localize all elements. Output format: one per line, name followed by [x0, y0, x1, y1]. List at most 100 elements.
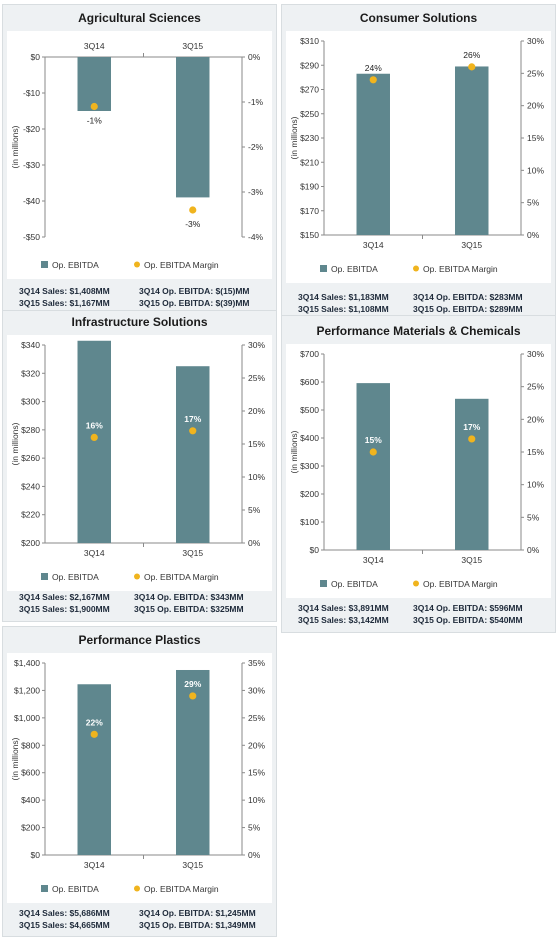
ebitda-notes: 3Q14 Op. EBITDA: $1,245MM 3Q15 Op. EBITD… [139, 907, 256, 931]
data-label: -3% [185, 219, 201, 229]
y2-tick-label: 25% [527, 382, 544, 392]
y2-tick-label: 5% [527, 198, 540, 208]
y2-tick-label: 25% [248, 713, 265, 723]
margin-marker-3q14 [369, 448, 377, 456]
note-3q15-sales: 3Q15 Sales: $1,900MM [19, 604, 110, 614]
data-label: 17% [463, 422, 480, 432]
note-3q15-ebitda: 3Q15 Op. EBITDA: $325MM [134, 604, 244, 614]
y2-tick-label: 15% [248, 768, 265, 778]
margin-marker-3q14 [90, 730, 98, 738]
chart-svg: $0 -$10 -$20 -$30 -$40 -$50 0% -1% -2% -3% -4% (in … [10, 41, 264, 270]
note-3q14-ebitda: 3Q14 Op. EBITDA: $1,245MM [139, 908, 256, 918]
plot-area: $310 $290 $270 $250 $230 $210 $190 $170 $150 30% 2… [286, 31, 551, 283]
chart-title: Performance Materials & Chemicals [316, 324, 521, 338]
plot-area: $1,400 $1,200 $1,000 $800 $600 $400 $200 $0 35% 3… [7, 653, 272, 903]
y-axis-title: (in millions) [10, 737, 20, 780]
legend-marker-label: Op. EBITDA Margin [423, 579, 498, 589]
y2-tick-label: 10% [527, 165, 544, 175]
legend-marker-label: Op. EBITDA Margin [144, 572, 219, 582]
y2-tick-label: 10% [527, 480, 544, 490]
ebitda-notes: 3Q14 Op. EBITDA: $283MM 3Q15 Op. EBITDA:… [413, 291, 523, 315]
y-tick-label: $260 [21, 453, 40, 463]
note-3q14-sales: 3Q14 Sales: $1,408MM [19, 286, 110, 296]
y2-tick-label: 25% [527, 68, 544, 78]
data-label: 26% [463, 50, 480, 60]
y-tick-label: $700 [300, 349, 319, 359]
margin-marker-3q14 [90, 102, 98, 111]
margin-marker-3q15 [189, 206, 197, 214]
bar-3q14 [77, 684, 111, 855]
y-tick-label: $340 [21, 340, 40, 350]
y2-tick-label: 20% [527, 101, 544, 111]
chart-panel-consumer-solutions: Consumer Solutions $310 $290 $270 $250 $230 $… [281, 4, 556, 319]
y2-tick-label: 20% [527, 414, 544, 424]
chart-title: Infrastructure Solutions [71, 315, 208, 329]
bar-3q14 [77, 57, 111, 111]
note-3q14-sales: 3Q14 Sales: $5,686MM [19, 908, 110, 918]
y-tick-label: $220 [21, 510, 40, 520]
y-tick-label: $240 [21, 481, 40, 491]
bar-3q15 [455, 398, 489, 550]
chart-svg: $700 $600 $500 $400 $300 $200 $100 $0 30% 25% 20% 1… [289, 349, 544, 589]
y2-tick-label: 0% [527, 230, 540, 240]
y-tick-label: $270 [300, 85, 319, 95]
y-tick-label: $600 [21, 768, 40, 778]
data-label: 22% [86, 717, 103, 727]
legend-bar-label: Op. EBITDA [52, 260, 99, 270]
y2-tick-label: 30% [527, 349, 544, 359]
x-tick-label: 3Q14 [363, 240, 384, 250]
y2-tick-label: 5% [248, 505, 261, 515]
plot-area: $700 $600 $500 $400 $300 $200 $100 $0 30% 25% 20% 1… [286, 344, 551, 598]
bar-3q14 [356, 383, 390, 550]
sales-notes: 3Q14 Sales: $1,183MM 3Q15 Sales: $1,108M… [298, 291, 389, 315]
x-tick-label: 3Q15 [461, 555, 482, 565]
note-3q15-sales: 3Q15 Sales: $4,665MM [19, 920, 110, 930]
note-3q14-ebitda: 3Q14 Op. EBITDA: $283MM [413, 292, 523, 302]
note-3q14-ebitda: 3Q14 Op. EBITDA: $(15)MM [139, 286, 250, 296]
data-label: 16% [86, 420, 103, 430]
y-tick-label: $0 [31, 52, 41, 62]
x-tick-label: 3Q15 [182, 860, 203, 870]
legend-bar-swatch [41, 885, 48, 892]
y2-tick-label: 0% [248, 538, 261, 548]
y-tick-label: -$20 [23, 124, 40, 134]
note-3q14-ebitda: 3Q14 Op. EBITDA: $343MM [134, 592, 244, 602]
y2-tick-label: 15% [248, 439, 265, 449]
bar-3q15 [455, 66, 489, 236]
y2-tick-label: 0% [248, 850, 261, 860]
plot-area: $340 $320 $300 $280 $260 $240 $220 $200 30% 25% 20… [7, 335, 272, 591]
y-tick-label: $400 [21, 795, 40, 805]
data-label: 29% [184, 679, 201, 689]
y2-tick-label: -2% [248, 142, 264, 152]
note-3q15-ebitda: 3Q15 Op. EBITDA: $1,349MM [139, 920, 256, 930]
note-3q15-sales: 3Q15 Sales: $1,167MM [19, 298, 110, 308]
margin-marker-3q14 [90, 433, 98, 441]
legend-bar-label: Op. EBITDA [52, 884, 99, 894]
y-tick-label: $100 [300, 517, 319, 527]
y2-tick-label: -3% [248, 187, 264, 197]
y-tick-label: -$10 [23, 88, 40, 98]
y2-tick-label: 20% [248, 740, 265, 750]
y-tick-label: $280 [21, 425, 40, 435]
y2-tick-label: 0% [248, 52, 261, 62]
chart-panel-infrastructure-solutions: Infrastructure Solutions $340 $320 $300 $28… [2, 310, 277, 622]
y2-tick-label: 0% [527, 545, 540, 555]
y2-tick-label: 30% [248, 340, 265, 350]
y-tick-label: $1,400 [14, 658, 40, 668]
legend-bar-swatch [320, 265, 327, 272]
note-3q14-sales: 3Q14 Sales: $3,891MM [298, 603, 389, 613]
ebitda-notes: 3Q14 Op. EBITDA: $596MM 3Q15 Op. EBITDA:… [413, 602, 523, 626]
note-3q15-ebitda: 3Q15 Op. EBITDA: $540MM [413, 615, 523, 625]
legend-marker-label: Op. EBITDA Margin [144, 260, 219, 270]
y2-tick-label: -4% [248, 232, 264, 242]
y2-tick-label: 20% [248, 406, 265, 416]
y-tick-label: $300 [300, 461, 319, 471]
y-tick-label: $310 [300, 36, 319, 46]
y2-tick-label: 30% [527, 36, 544, 46]
note-3q15-sales: 3Q15 Sales: $1,108MM [298, 304, 389, 314]
chart-panel-agricultural-sciences: Agricultural Sciences $0 -$10 -$20 -$30 -$40… [2, 4, 277, 314]
y2-tick-label: 25% [248, 373, 265, 383]
chart-svg: $1,400 $1,200 $1,000 $800 $600 $400 $200 $0 35% 3… [10, 658, 265, 894]
y-tick-label: $200 [21, 538, 40, 548]
y-tick-label: $210 [300, 157, 319, 167]
